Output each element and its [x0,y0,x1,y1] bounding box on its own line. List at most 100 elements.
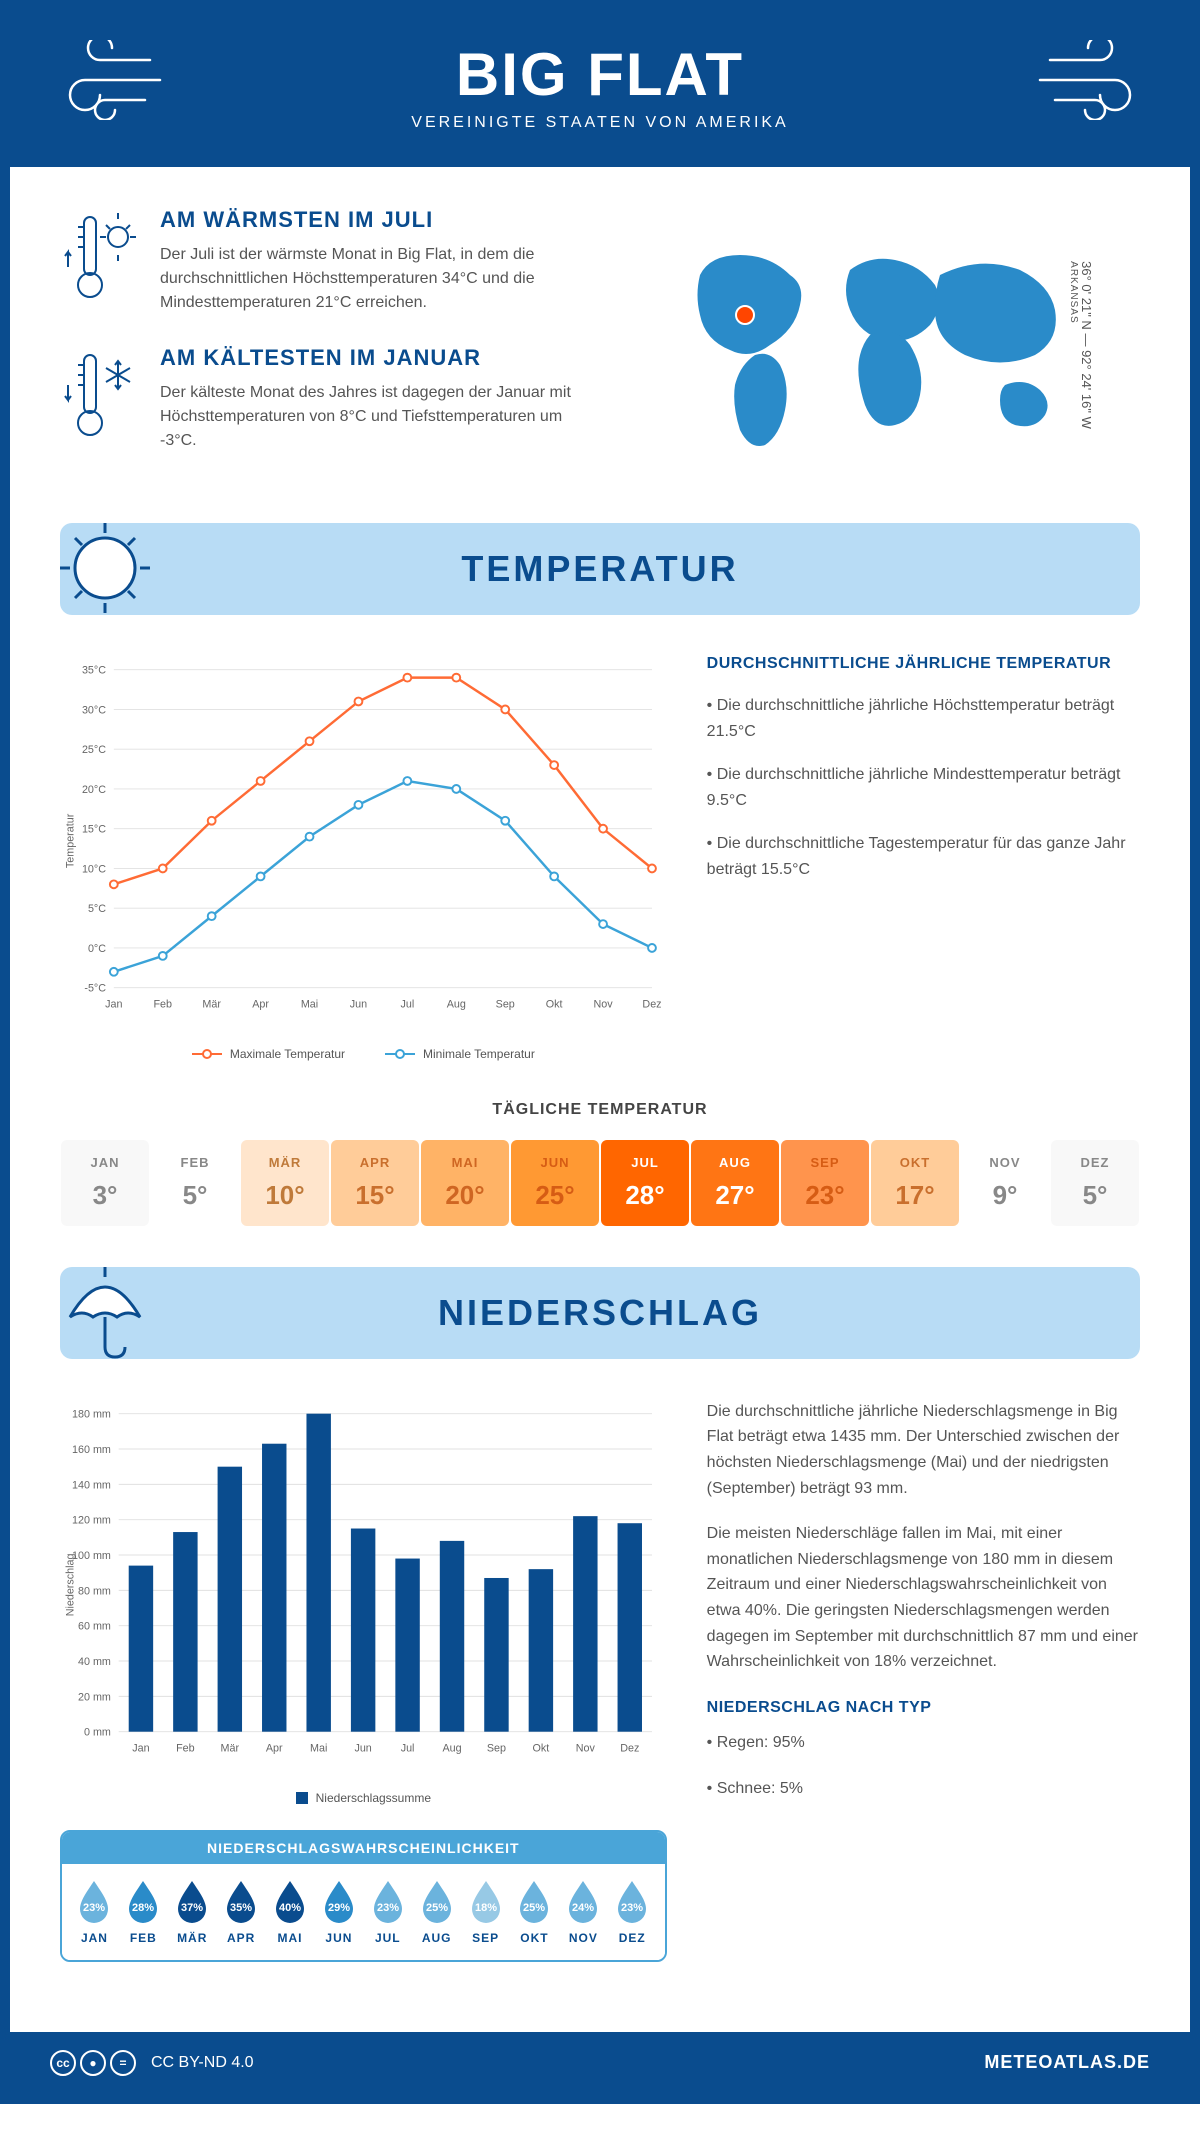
month-cell: MÄR10° [241,1140,329,1226]
prob-cell: 29%JUN [314,1879,363,1945]
svg-text:120 mm: 120 mm [72,1514,111,1526]
cc-icon: cc [50,2050,76,2076]
svg-text:Niederschlag: Niederschlag [65,1553,77,1616]
svg-text:180 mm: 180 mm [72,1408,111,1420]
svg-text:Mär: Mär [221,1742,240,1754]
prob-cell: 28%FEB [119,1879,168,1945]
temp-bullet: • Die durchschnittliche jährliche Höchst… [707,693,1140,744]
svg-text:Dez: Dez [642,998,661,1010]
month-cell: APR15° [331,1140,419,1226]
thermometer-hot-icon [60,207,140,307]
precip-prob-heading: NIEDERSCHLAGSWAHRSCHEINLICHKEIT [62,1832,665,1864]
month-cell: JUL28° [601,1140,689,1226]
temperature-heading: TEMPERATUR [90,548,1110,590]
warmest-text: Der Juli ist der wärmste Monat in Big Fl… [160,243,580,315]
prob-cell: 25%OKT [510,1879,559,1945]
svg-text:Aug: Aug [442,1742,461,1754]
temp-bullet: • Die durchschnittliche jährliche Mindes… [707,762,1140,813]
prob-cell: 37%MÄR [168,1879,217,1945]
daily-temp-grid: JAN3°FEB5°MÄR10°APR15°MAI20°JUN25°JUL28°… [60,1139,1140,1227]
precip-text: Die durchschnittliche jährliche Niedersc… [707,1399,1140,1501]
month-cell: FEB5° [151,1140,239,1226]
month-cell: NOV9° [961,1140,1049,1226]
svg-text:25%: 25% [426,1902,448,1914]
svg-text:0 mm: 0 mm [84,1726,111,1738]
prob-cell: 24%NOV [559,1879,608,1945]
svg-text:Jan: Jan [105,998,122,1010]
svg-text:Jun: Jun [354,1742,371,1754]
wind-icon [1030,40,1150,120]
month-cell: JAN3° [61,1140,149,1226]
svg-text:25°C: 25°C [82,744,106,756]
svg-text:23%: 23% [377,1902,399,1914]
svg-text:35°C: 35°C [82,665,106,677]
svg-text:40 mm: 40 mm [78,1656,111,1668]
temp-stats-heading: DURCHSCHNITTLICHE JÄHRLICHE TEMPERATUR [707,655,1140,673]
precip-type-heading: NIEDERSCHLAG NACH TYP [707,1695,1140,1721]
prob-cell: 35%APR [217,1879,266,1945]
coldest-heading: AM KÄLTESTEN IM JANUAR [160,345,580,371]
svg-text:20°C: 20°C [82,784,106,796]
svg-text:23%: 23% [83,1902,105,1914]
month-cell: JUN25° [511,1140,599,1226]
daily-temp-heading: TÄGLICHE TEMPERATUR [60,1101,1140,1119]
svg-text:30°C: 30°C [82,704,106,716]
svg-text:28%: 28% [132,1902,154,1914]
svg-text:Apr: Apr [266,1742,283,1754]
thermometer-cold-icon [60,345,140,445]
sun-icon [50,513,160,623]
coordinates: 36° 0' 21" N — 92° 24' 16" W ARKANSAS [1068,261,1094,429]
precipitation-banner: NIEDERSCHLAG [60,1267,1140,1359]
cc-icons: cc ● = [50,2050,136,2076]
prob-cell: 25%AUG [412,1879,461,1945]
svg-text:Mär: Mär [202,998,221,1010]
month-cell: OKT17° [871,1140,959,1226]
precipitation-legend: Niederschlagssumme [60,1791,667,1805]
prob-cell: 23%JUL [363,1879,412,1945]
prob-cell: 23%DEZ [608,1879,657,1945]
umbrella-icon [50,1257,160,1367]
precip-text: Die meisten Niederschläge fallen im Mai,… [707,1521,1140,1675]
license-text: CC BY-ND 4.0 [151,2054,254,2072]
svg-text:Apr: Apr [252,998,269,1010]
svg-text:Sep: Sep [487,1742,506,1754]
svg-text:Okt: Okt [546,998,563,1010]
svg-text:37%: 37% [181,1902,203,1914]
svg-text:Feb: Feb [176,1742,195,1754]
prob-cell: 18%SEP [461,1879,510,1945]
precip-type-bullet: • Regen: 95% [707,1730,1140,1756]
svg-text:80 mm: 80 mm [78,1585,111,1597]
page-footer: cc ● = CC BY-ND 4.0 METEOATLAS.DE [10,2032,1190,2094]
svg-text:0°C: 0°C [88,943,106,955]
svg-text:Temperatur: Temperatur [65,813,77,868]
svg-text:23%: 23% [621,1902,643,1914]
nd-icon: = [110,2050,136,2076]
svg-text:Nov: Nov [594,998,614,1010]
coldest-text: Der kälteste Monat des Jahres ist dagege… [160,381,580,453]
svg-text:29%: 29% [328,1902,350,1914]
svg-text:100 mm: 100 mm [72,1550,111,1562]
svg-text:18%: 18% [475,1902,497,1914]
page-title: BIG FLAT [50,40,1150,109]
svg-text:-5°C: -5°C [84,983,106,995]
temperature-chart: -5°C0°C5°C10°C15°C20°C25°C30°C35°CTemper… [60,655,667,1061]
warmest-heading: AM WÄRMSTEN IM JULI [160,207,580,233]
svg-text:15°C: 15°C [82,824,106,836]
svg-text:60 mm: 60 mm [78,1620,111,1632]
temperature-banner: TEMPERATUR [60,523,1140,615]
svg-text:Nov: Nov [576,1742,596,1754]
month-cell: MAI20° [421,1140,509,1226]
svg-text:10°C: 10°C [82,863,106,875]
svg-text:Mai: Mai [310,1742,327,1754]
svg-text:35%: 35% [230,1902,252,1914]
prob-cell: 23%JAN [70,1879,119,1945]
svg-text:Jan: Jan [132,1742,149,1754]
svg-text:Feb: Feb [153,998,172,1010]
month-cell: DEZ5° [1051,1140,1139,1226]
svg-text:140 mm: 140 mm [72,1479,111,1491]
month-cell: SEP23° [781,1140,869,1226]
wind-icon [50,40,170,120]
svg-text:Mai: Mai [301,998,318,1010]
brand: METEOATLAS.DE [984,2052,1150,2073]
coldest-fact: AM KÄLTESTEN IM JANUAR Der kälteste Mona… [60,345,580,453]
